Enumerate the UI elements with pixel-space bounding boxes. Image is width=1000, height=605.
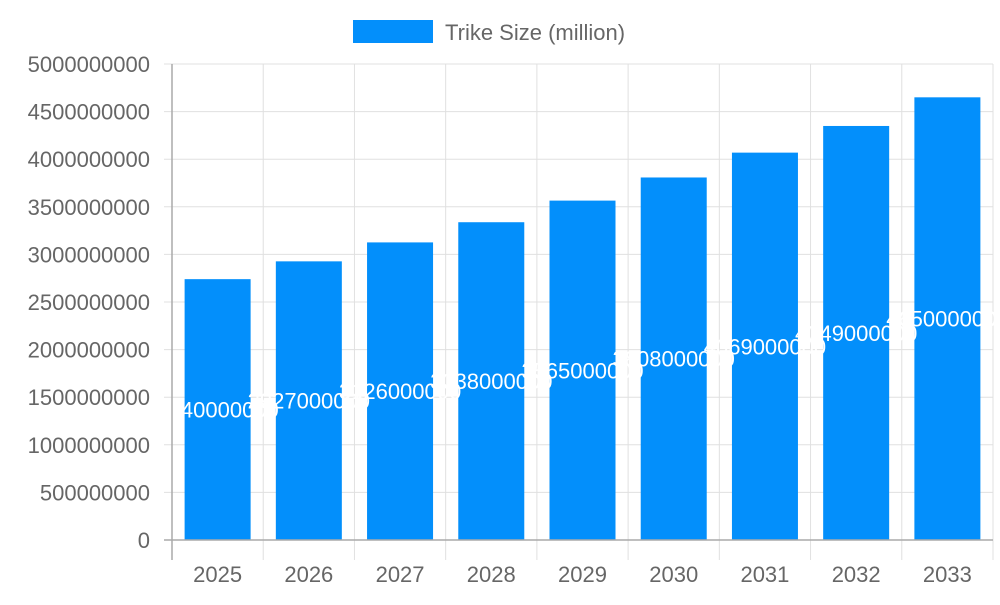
- bar-2030: [640, 177, 707, 540]
- bar-2026: [275, 261, 342, 540]
- y-tick-label: 2500000000: [28, 290, 150, 315]
- data-label: 3808000000: [613, 347, 735, 372]
- legend[interactable]: Trike Size (million): [353, 20, 625, 45]
- x-tick-label: 2031: [740, 562, 789, 587]
- data-label: 4069000000: [704, 334, 826, 359]
- data-label: 3565000000: [521, 358, 643, 383]
- y-tick-label: 1500000000: [28, 385, 150, 410]
- data-label: 2740000000: [156, 398, 278, 423]
- x-tick-label: 2030: [649, 562, 698, 587]
- bar-2029: [549, 200, 616, 540]
- bars: [184, 97, 981, 541]
- y-tick-label: 3500000000: [28, 195, 150, 220]
- bar-2025: [184, 279, 251, 540]
- data-labels: 2740000000292700000031260000003338000000…: [156, 307, 1000, 423]
- bar-2028: [458, 222, 525, 540]
- y-tick-label: 0: [138, 528, 150, 553]
- bar-2027: [367, 242, 434, 541]
- legend-swatch: [353, 20, 433, 43]
- x-tick-label: 2029: [558, 562, 607, 587]
- bar-2033: [914, 97, 981, 540]
- bar-2032: [823, 125, 890, 541]
- x-tick-label: 2028: [467, 562, 516, 587]
- data-label: 3126000000: [339, 379, 461, 404]
- y-tick-label: 3000000000: [28, 242, 150, 267]
- data-label: 4349000000: [795, 321, 917, 346]
- x-tick-label: 2026: [284, 562, 333, 587]
- x-tick-label: 2025: [193, 562, 242, 587]
- y-tick-label: 500000000: [40, 480, 150, 505]
- y-tick-label: 2000000000: [28, 338, 150, 363]
- bar-2031: [731, 152, 798, 540]
- y-tick-label: 1000000000: [28, 433, 150, 458]
- legend-label: Trike Size (million): [445, 20, 625, 45]
- y-tick-label: 5000000000: [28, 52, 150, 77]
- x-tick-label: 2032: [832, 562, 881, 587]
- x-tick-label: 2033: [923, 562, 972, 587]
- data-label: 2927000000: [248, 389, 370, 414]
- axes: 0 500000000 1000000000 1500000000 2000000000…: [28, 52, 993, 587]
- y-tick-label: 4000000000: [28, 147, 150, 172]
- x-tick-label: 2027: [376, 562, 425, 587]
- data-label: 4650000000: [886, 307, 1000, 332]
- data-label: 3338000000: [430, 369, 552, 394]
- y-tick-label: 4500000000: [28, 100, 150, 125]
